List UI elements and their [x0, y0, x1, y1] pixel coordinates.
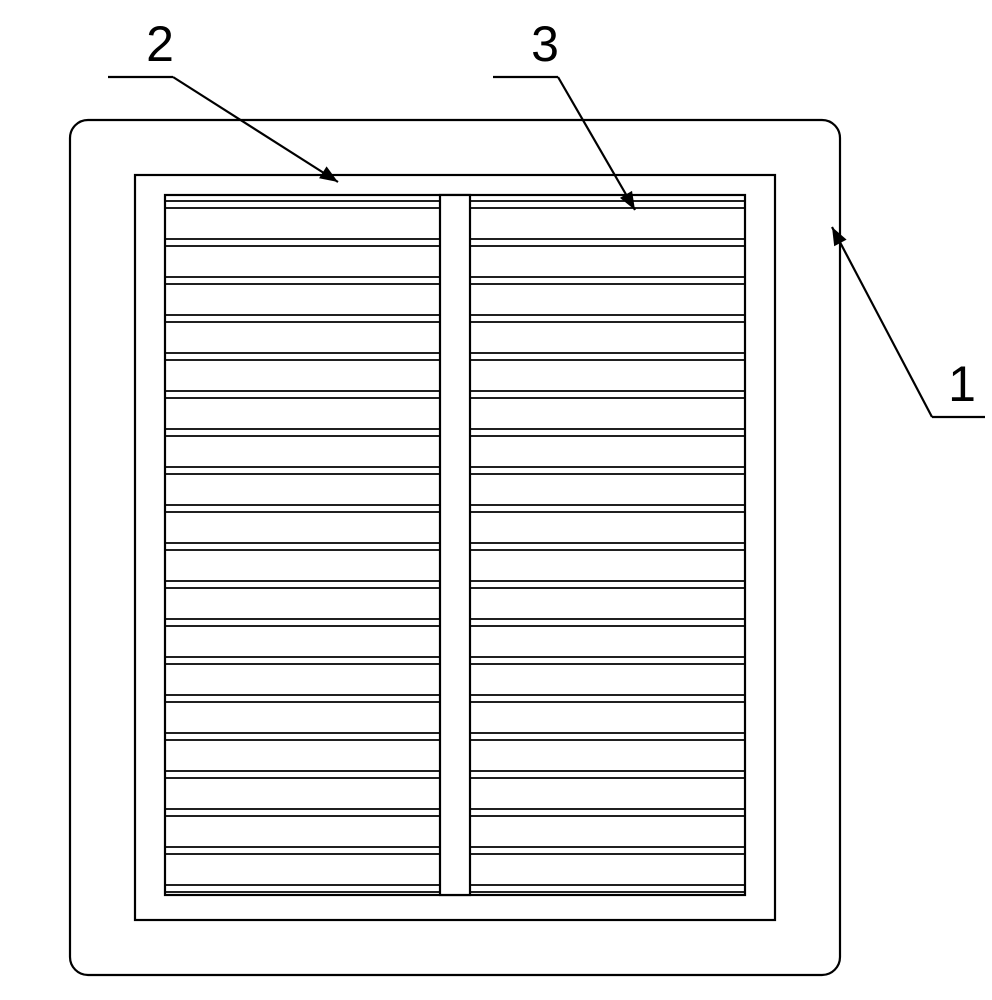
- callout-1: 1: [832, 227, 985, 417]
- callout-leader: [558, 77, 635, 210]
- callout-leader: [832, 227, 932, 417]
- callout-2: 2: [108, 16, 338, 182]
- callout-label-2: 2: [146, 16, 174, 72]
- center-mullion: [440, 195, 470, 895]
- callout-leader: [173, 77, 338, 182]
- callouts: 2 3 1: [108, 16, 985, 417]
- callout-3: 3: [493, 16, 635, 210]
- callout-label-1: 1: [948, 356, 976, 412]
- callout-label-3: 3: [531, 16, 559, 72]
